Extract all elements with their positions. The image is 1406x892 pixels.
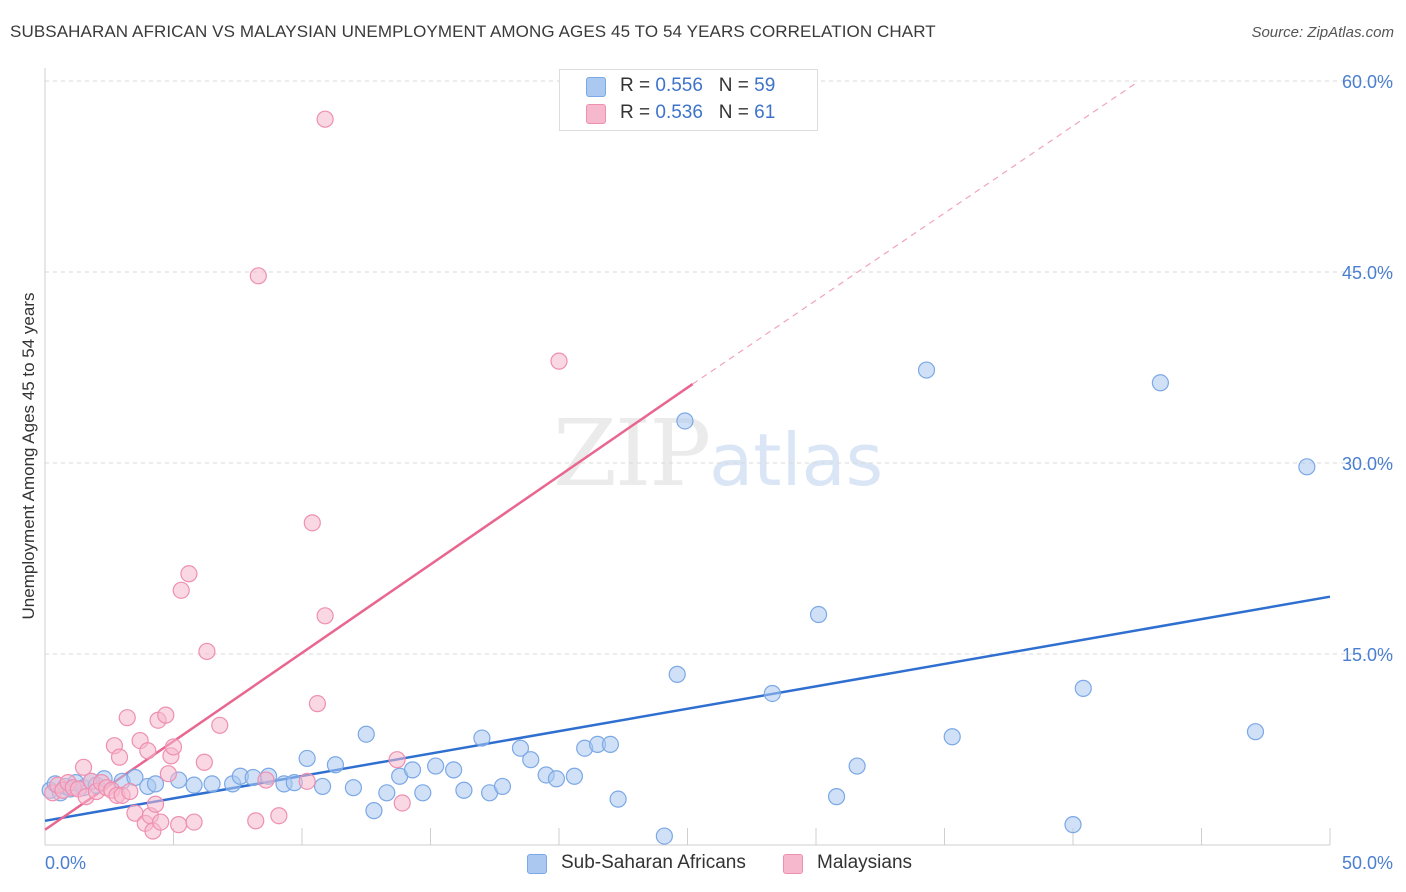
y-tick-label: 15.0% bbox=[1342, 645, 1393, 665]
point-malaysian bbox=[118, 709, 136, 727]
point-subsaharan bbox=[1246, 723, 1265, 741]
point-subsaharan bbox=[298, 749, 316, 768]
point-malaysian bbox=[110, 748, 129, 766]
legend-n-label: N = bbox=[718, 75, 749, 96]
point-subsaharan bbox=[313, 777, 332, 796]
bottom-legend-label: Sub-Saharan Africans bbox=[561, 852, 746, 873]
tick-labels: 15.0% 30.0% 45.0% 60.0% 0.0% 50.0% bbox=[45, 72, 1393, 873]
point-malaysian bbox=[195, 753, 213, 771]
point-malaysian bbox=[211, 716, 229, 734]
point-subsaharan bbox=[522, 751, 540, 769]
point-subsaharan bbox=[414, 784, 432, 802]
source-label: Source: ZipAtlas.com bbox=[1251, 24, 1394, 41]
point-subsaharan bbox=[326, 756, 345, 774]
legend-n-label: N = bbox=[718, 102, 749, 123]
point-subsaharan bbox=[547, 770, 566, 788]
point-malaysian bbox=[170, 816, 188, 834]
point-malaysian bbox=[249, 267, 267, 285]
x-tick-label: 50.0% bbox=[1342, 853, 1393, 873]
point-subsaharan bbox=[403, 761, 422, 779]
point-malaysian bbox=[247, 812, 265, 830]
bottom-legend-label: Malaysians bbox=[817, 852, 913, 873]
point-subsaharan bbox=[511, 739, 530, 757]
point-malaysian bbox=[198, 642, 216, 661]
point-subsaharan bbox=[1151, 374, 1169, 392]
point-malaysian bbox=[74, 758, 93, 776]
point-subsaharan bbox=[943, 728, 961, 746]
point-subsaharan bbox=[445, 761, 463, 779]
point-subsaharan bbox=[357, 725, 375, 743]
point-malaysian bbox=[298, 772, 316, 790]
point-malaysian bbox=[121, 782, 139, 801]
x-tick-label: 0.0% bbox=[45, 853, 86, 873]
watermark-atlas: atlas bbox=[709, 418, 884, 502]
bottom-legend-swatch-subsaharan bbox=[527, 854, 547, 874]
point-subsaharan bbox=[763, 684, 781, 703]
point-malaysian bbox=[157, 706, 175, 724]
point-malaysian bbox=[303, 514, 321, 532]
point-malaysian bbox=[388, 751, 406, 769]
point-subsaharan bbox=[848, 757, 866, 775]
point-subsaharan bbox=[378, 784, 396, 802]
legend-r-value: 0.556 bbox=[655, 75, 703, 96]
point-subsaharan bbox=[185, 776, 203, 794]
trendline-malaysian bbox=[44, 383, 694, 831]
point-malaysian bbox=[146, 795, 165, 813]
trendlines bbox=[44, 81, 1331, 831]
point-malaysian bbox=[180, 565, 198, 583]
legend-n-value: 59 bbox=[754, 75, 776, 96]
point-malaysian bbox=[550, 352, 568, 370]
point-malaysian bbox=[316, 607, 334, 625]
legend-swatch-malaysian bbox=[586, 104, 606, 124]
y-tick-label: 60.0% bbox=[1342, 72, 1393, 92]
point-subsaharan bbox=[655, 827, 673, 845]
legend-swatch-subsaharan bbox=[586, 77, 606, 97]
point-malaysian bbox=[139, 742, 157, 760]
point-subsaharan bbox=[427, 757, 445, 775]
bottom-legend-swatch-malaysian bbox=[783, 854, 803, 874]
legend: R = 0.556 N = 59 R = 0.536 N = 61 bbox=[559, 69, 818, 131]
point-subsaharan bbox=[809, 605, 828, 624]
legend-n-value: 61 bbox=[754, 102, 776, 123]
point-subsaharan bbox=[668, 665, 686, 683]
point-subsaharan bbox=[676, 412, 694, 430]
y-axis-label: Unemployment Among Ages 45 to 54 years bbox=[19, 293, 38, 620]
point-malaysian bbox=[270, 807, 288, 825]
point-subsaharan bbox=[203, 775, 221, 793]
point-malaysian bbox=[152, 813, 170, 831]
point-malaysian bbox=[172, 581, 190, 599]
point-malaysian bbox=[316, 110, 334, 128]
point-subsaharan bbox=[365, 802, 383, 820]
point-malaysian bbox=[159, 765, 177, 783]
point-subsaharan bbox=[473, 729, 491, 747]
data-points bbox=[41, 110, 1316, 845]
point-subsaharan bbox=[609, 790, 627, 808]
y-tick-label: 45.0% bbox=[1342, 263, 1393, 283]
gridlines bbox=[45, 80, 1395, 655]
point-subsaharan bbox=[601, 735, 620, 754]
point-malaysian bbox=[257, 771, 275, 789]
point-malaysian bbox=[393, 794, 411, 812]
point-subsaharan bbox=[827, 788, 846, 806]
point-malaysian bbox=[308, 695, 327, 713]
point-subsaharan bbox=[146, 775, 165, 793]
point-malaysian bbox=[185, 813, 203, 831]
point-subsaharan bbox=[1298, 458, 1316, 476]
y-tick-label: 30.0% bbox=[1342, 454, 1393, 474]
legend-r-value: 0.536 bbox=[655, 102, 703, 123]
point-subsaharan bbox=[565, 767, 584, 785]
point-subsaharan bbox=[917, 361, 936, 379]
trendline-extension-malaysian bbox=[692, 81, 1138, 385]
legend-r-label: R = bbox=[620, 75, 651, 96]
chart-title: SUBSAHARAN AFRICAN VS MALAYSIAN UNEMPLOY… bbox=[10, 22, 936, 41]
point-subsaharan bbox=[1064, 816, 1082, 834]
point-subsaharan bbox=[344, 779, 362, 797]
point-subsaharan bbox=[493, 777, 512, 796]
axes bbox=[44, 68, 1331, 846]
point-subsaharan bbox=[455, 781, 473, 799]
point-malaysian bbox=[164, 738, 183, 756]
point-subsaharan bbox=[1074, 679, 1092, 697]
legend-r-label: R = bbox=[620, 102, 651, 123]
